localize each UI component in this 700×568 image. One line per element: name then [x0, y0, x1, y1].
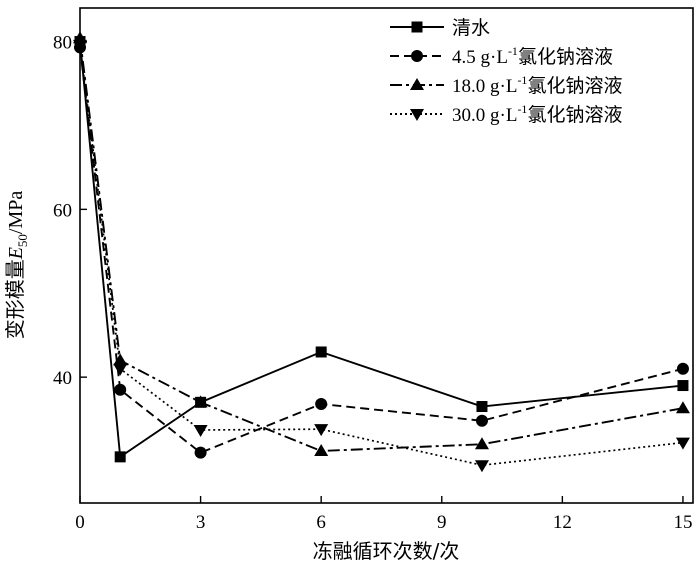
x-tick-label: 3	[196, 512, 206, 533]
x-axis-title: 冻融循环次数/次	[313, 539, 460, 563]
legend-label-rest: 氯化钠溶液	[518, 46, 613, 68]
y-axis-title: 变形模量E50/MPa	[3, 191, 30, 340]
legend-label: 30.0 g·L-1氯化钠溶液	[452, 102, 622, 126]
data-point	[314, 443, 329, 456]
series-4	[73, 39, 690, 473]
data-point	[73, 39, 87, 52]
x-tick-label: 0	[75, 512, 85, 533]
legend-label: 清水	[452, 17, 490, 39]
legend-entry: 18.0 g·L-1氯化钠溶液	[390, 73, 622, 97]
data-point	[315, 398, 328, 410]
data-point	[193, 425, 208, 438]
x-tick-label: 6	[316, 512, 326, 533]
data-point	[474, 437, 489, 450]
series-line	[79, 47, 684, 454]
x-tick-label: 9	[437, 512, 447, 533]
y-axis-title-unit: /MPa	[5, 191, 27, 234]
data-point	[676, 362, 689, 375]
legend-entry: 清水	[390, 17, 490, 39]
legend-entry: 4.5 g·L-1氯化钠溶液	[390, 44, 613, 68]
data-point	[193, 395, 208, 408]
data-point	[476, 401, 488, 413]
legend-marker	[411, 50, 423, 62]
x-tick-label: 15	[673, 512, 692, 533]
legend-label-sup: -1	[517, 73, 527, 87]
x-tick-label: 12	[553, 512, 572, 533]
y-axis-title-var: E	[5, 247, 27, 260]
legend-marker	[410, 78, 424, 90]
data-point	[675, 401, 690, 414]
legend-marker	[411, 21, 423, 33]
legend-label-main: 4.5 g·L	[452, 47, 508, 68]
legend-label-main: 清水	[452, 17, 490, 39]
legend-label-sup: -1	[517, 102, 527, 116]
legend-marker	[410, 109, 424, 121]
y-axis-title-sub: 50	[15, 234, 30, 247]
data-point	[475, 414, 488, 427]
series-line	[79, 38, 684, 452]
y-tick-label: 60	[53, 200, 72, 221]
legend-label-main: 30.0 g·L	[452, 105, 517, 126]
legend-label-sup: -1	[508, 44, 518, 58]
series-3	[73, 31, 690, 456]
data-point	[314, 424, 329, 437]
y-tick-label: 40	[53, 368, 72, 389]
data-point	[194, 446, 207, 459]
legend-label-rest: 氯化钠溶液	[527, 104, 622, 126]
data-point	[315, 346, 327, 358]
y-tick-label: 80	[53, 33, 72, 54]
series-line	[79, 44, 684, 467]
legend-label-main: 18.0 g·L	[452, 76, 517, 97]
y-axis-title-main: 变形模量	[3, 259, 27, 339]
data-point	[474, 460, 489, 473]
legend-label: 18.0 g·L-1氯化钠溶液	[452, 73, 622, 97]
legend-label-rest: 氯化钠溶液	[527, 75, 622, 97]
legend-entry: 30.0 g·L-1氯化钠溶液	[390, 102, 622, 126]
data-point	[677, 380, 689, 392]
data-point	[114, 383, 127, 396]
plot-frame	[79, 7, 694, 504]
data-point	[113, 363, 128, 376]
data-point	[114, 451, 126, 463]
series-1	[74, 36, 689, 463]
series-line	[79, 41, 684, 459]
data-point	[113, 353, 128, 366]
data-point	[675, 437, 690, 450]
series-layer	[73, 31, 690, 473]
axis-ticks: 0 3 6 9 12 15 40 60 80	[53, 33, 692, 533]
legend-label: 4.5 g·L-1氯化钠溶液	[452, 44, 613, 68]
